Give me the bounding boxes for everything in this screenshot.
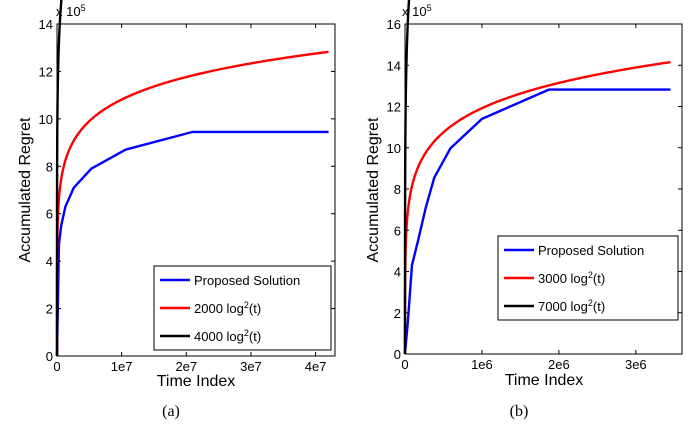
y-tick-label: 6 xyxy=(46,207,53,222)
panel-b-subfigure-label: (b) xyxy=(510,403,529,420)
y-tick-label: 6 xyxy=(394,223,401,238)
y-tick-label: 0 xyxy=(394,347,401,362)
panel-a-axes-box xyxy=(56,23,336,357)
series-line-3 xyxy=(403,0,411,356)
y-tick-label: 8 xyxy=(394,182,401,197)
series-line-1 xyxy=(403,88,671,355)
legend-label-2: 2000 log2(t) xyxy=(194,300,261,316)
x-tick-label: 2e7 xyxy=(175,359,197,374)
y-tick-label: 16 xyxy=(387,17,401,32)
x-tick-label: 3e7 xyxy=(240,359,262,374)
legend-label-3: 4000 log2(t) xyxy=(194,328,261,344)
y-tick-label: 4 xyxy=(46,254,53,269)
panel-b-y-multiplier: x 105 xyxy=(402,3,432,19)
x-tick-label: 1e6 xyxy=(471,357,493,372)
panel-a-y-multiplier: x 105 xyxy=(56,3,86,19)
x-tick-label: 1e7 xyxy=(111,359,133,374)
y-tick-label: 10 xyxy=(387,141,401,156)
panel-b-series xyxy=(403,0,671,356)
y-tick-label: 14 xyxy=(39,17,53,32)
series-line-1 xyxy=(55,130,329,357)
series-line-3 xyxy=(55,0,63,356)
legend-label-3: 7000 log2(t) xyxy=(538,298,605,314)
panel-a: 0 1e7 2e7 3e7 4e7 0 2 4 6 8 10 12 14 x 105 Time Inde… xyxy=(17,0,336,420)
x-tick-label: 0 xyxy=(53,359,60,374)
x-tick-label: 2e6 xyxy=(548,357,570,372)
legend-label-1: Proposed Solution xyxy=(538,243,644,258)
x-tick-label: 4e7 xyxy=(305,359,327,374)
x-tick-label: 0 xyxy=(401,357,408,372)
x-tick-label: 3e6 xyxy=(625,357,647,372)
panel-a-legend: Proposed Solution 2000 log2(t) 4000 log2(t… xyxy=(153,265,332,351)
panel-b-x-axis-label: Time Index xyxy=(505,372,584,389)
panel-a-subfigure-label: (a) xyxy=(162,403,180,420)
y-tick-label: 10 xyxy=(39,112,53,127)
panel-a-y-axis-label: Accumulated Regret xyxy=(17,117,34,263)
y-tick-label: 14 xyxy=(387,58,401,73)
panel-b: 0 1e6 2e6 3e6 0 2 4 6 8 10 12 14 16 x 105 Time Index… xyxy=(365,0,683,420)
legend-label-2: 3000 log2(t) xyxy=(538,270,605,286)
y-tick-label: 2 xyxy=(46,302,53,317)
y-tick-label: 4 xyxy=(394,265,401,280)
y-tick-label: 0 xyxy=(46,349,53,364)
y-tick-label: 2 xyxy=(394,306,401,321)
panel-b-ticks: 0 1e6 2e6 3e6 0 2 4 6 8 10 12 14 16 xyxy=(387,17,682,372)
y-tick-label: 12 xyxy=(39,64,53,79)
series-line-2 xyxy=(55,50,329,356)
y-tick-label: 8 xyxy=(46,159,53,174)
panel-b-legend: Proposed Solution 3000 log2(t) 7000 log2(t… xyxy=(497,235,679,321)
panel-a-ticks: 0 1e7 2e7 3e7 4e7 0 2 4 6 8 10 12 14 xyxy=(39,17,335,374)
panel-a-x-axis-label: Time Index xyxy=(157,373,236,390)
y-tick-label: 12 xyxy=(387,100,401,115)
panel-a-series xyxy=(55,0,329,357)
legend-label-1: Proposed Solution xyxy=(194,273,300,288)
panel-b-y-axis-label: Accumulated Regret xyxy=(365,117,382,263)
